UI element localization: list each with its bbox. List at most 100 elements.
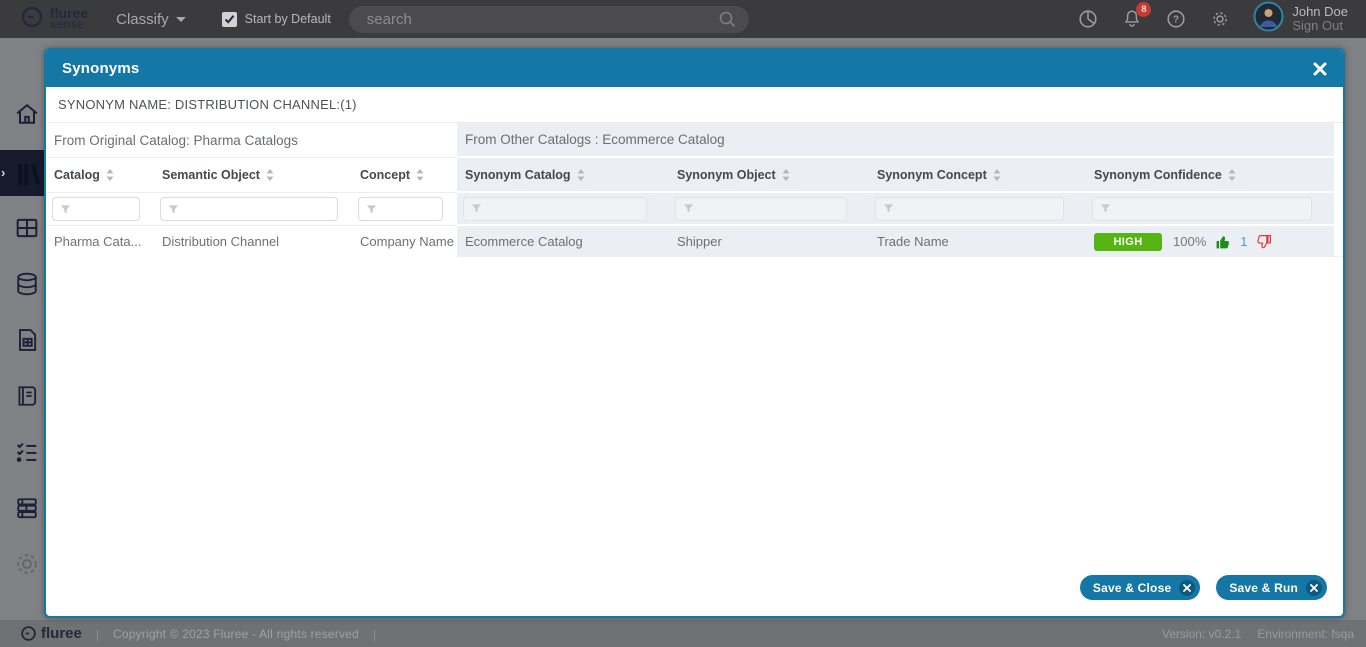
- column-header-semantic-object[interactable]: Semantic Object: [154, 168, 352, 182]
- filter-funnel-icon: [366, 204, 377, 213]
- notifications-bell-icon[interactable]: 8: [1121, 2, 1152, 30]
- database-icon[interactable]: [13, 270, 41, 303]
- grid-icon[interactable]: [13, 214, 41, 247]
- thumbs-up-icon[interactable]: [1215, 234, 1231, 250]
- checkbox-label: Start by Default: [244, 12, 331, 26]
- settings-icon[interactable]: [13, 550, 41, 583]
- svg-text:?: ?: [1173, 15, 1179, 26]
- original-catalog-group-title: From Original Catalog: Pharma Catalogs: [54, 132, 298, 148]
- modal-header: Synonyms: [46, 50, 1343, 87]
- sort-icon: [266, 169, 274, 181]
- footer-brand: fluree: [0, 625, 82, 642]
- catalogs-icon[interactable]: [13, 159, 43, 194]
- analytics-pie-icon[interactable]: [1077, 8, 1099, 30]
- column-header-catalog[interactable]: Catalog: [46, 168, 154, 182]
- scroll-gutter: [1334, 123, 1343, 257]
- sort-icon: [106, 169, 114, 181]
- filter-synonym-catalog[interactable]: [463, 196, 647, 221]
- user-name-block: John Doe Sign Out: [1292, 5, 1348, 33]
- modal-title: Synonyms: [62, 60, 140, 77]
- save-run-button[interactable]: Save & Run: [1216, 575, 1327, 600]
- footer-brand-text: fluree: [41, 625, 82, 642]
- filter-semantic-object[interactable]: [160, 197, 338, 221]
- avatar[interactable]: [1253, 1, 1284, 37]
- filter-funnel-icon: [471, 204, 482, 213]
- close-icon[interactable]: [1313, 62, 1343, 76]
- filter-funnel-icon: [60, 204, 71, 213]
- filter-synonym-confidence[interactable]: [1092, 196, 1312, 221]
- footer-version: Version: v0.2.1: [1161, 626, 1242, 641]
- footer-divider: |: [95, 626, 99, 641]
- home-icon[interactable]: [13, 100, 41, 133]
- sort-icon: [577, 168, 584, 181]
- brand-text: fluree sense: [50, 5, 89, 31]
- top-icons: 8 ? John Doe Sign Out: [1077, 1, 1366, 37]
- chevron-down-icon: [175, 16, 186, 22]
- cell-synonym-concept: Trade Name: [877, 234, 949, 249]
- nav-classify-dropdown[interactable]: Classify: [116, 11, 186, 28]
- column-header-synonym-confidence[interactable]: Synonym Confidence: [1086, 168, 1334, 182]
- sort-icon: [782, 168, 790, 181]
- brand-line2: sense: [50, 17, 85, 31]
- cell-catalog: Pharma Cata...: [54, 234, 142, 249]
- sort-icon: [1228, 168, 1236, 181]
- thumbs-down-icon[interactable]: [1256, 234, 1272, 250]
- column-header-concept[interactable]: Concept: [352, 168, 457, 182]
- original-catalog-panel: From Original Catalog: Pharma Catalogs C…: [46, 123, 457, 257]
- column-header-synonym-catalog[interactable]: Synonym Catalog: [457, 168, 669, 182]
- cell-synonym-object: Shipper: [677, 234, 722, 249]
- start-by-default-checkbox[interactable]: Start by Default: [221, 11, 331, 27]
- checkbox-checked-icon[interactable]: [221, 11, 237, 27]
- save-close-button[interactable]: Save & Close: [1079, 575, 1201, 600]
- file-report-icon[interactable]: [13, 326, 41, 359]
- table-row: Pharma Cata... Distribution Channel Comp…: [46, 226, 457, 257]
- footer-divider: |: [372, 626, 377, 641]
- confidence-percent: 100%: [1173, 234, 1207, 249]
- synonyms-modal: Synonyms SYNONYM NAME: DISTRIBUTION CHAN…: [44, 48, 1345, 618]
- column-header-synonym-concept[interactable]: Synonym Concept: [869, 168, 1086, 182]
- brand-line1: fluree: [50, 5, 89, 21]
- fluree-footer-logo-icon: [21, 626, 36, 641]
- synonyms-table: From Original Catalog: Pharma Catalogs C…: [46, 123, 1343, 257]
- button-close-icon: [1179, 579, 1196, 596]
- sign-out-link[interactable]: Sign Out: [1292, 18, 1343, 33]
- search-icon: [718, 10, 737, 34]
- brand-logo[interactable]: fluree sense: [0, 5, 88, 34]
- filter-funnel-icon: [1100, 204, 1111, 213]
- notification-badge: 8: [1136, 2, 1152, 17]
- cell-semantic-object: Distribution Channel: [162, 234, 280, 249]
- fluree-logo-icon: [20, 5, 44, 34]
- filter-synonym-concept[interactable]: [875, 196, 1064, 221]
- sort-icon: [993, 168, 1001, 181]
- footer-meta: Version: v0.2.1 Environment: fsqa: [1162, 627, 1366, 641]
- button-close-icon: [1306, 579, 1322, 596]
- tasks-icon[interactable]: [13, 438, 41, 471]
- filter-catalog[interactable]: [52, 197, 140, 221]
- confidence-badge: HIGH: [1094, 232, 1162, 251]
- column-header-synonym-object[interactable]: Synonym Object: [669, 168, 869, 182]
- search-input[interactable]: [348, 10, 749, 28]
- user-name: John Doe: [1292, 4, 1348, 19]
- filter-synonym-object[interactable]: [675, 196, 847, 221]
- nav-classify-label: Classify: [116, 10, 169, 28]
- sidebar-expand-icon[interactable]: ›: [1, 165, 6, 180]
- filter-concept[interactable]: [358, 197, 443, 221]
- search-box[interactable]: [348, 5, 749, 34]
- thumbs-up-count: 1: [1240, 234, 1248, 249]
- filter-funnel-icon: [683, 204, 694, 213]
- other-catalogs-group-title: From Other Catalogs : Ecommerce Catalog: [465, 132, 725, 147]
- ledger-icon[interactable]: [13, 382, 41, 415]
- help-icon[interactable]: ?: [1165, 8, 1187, 30]
- synonym-name-label: SYNONYM NAME: DISTRIBUTION CHANNEL:(1): [46, 87, 1343, 123]
- settings-gear-icon[interactable]: [1209, 8, 1231, 30]
- modal-actions: Save & Close Save & Run: [1079, 575, 1327, 600]
- filter-funnel-icon: [883, 204, 894, 213]
- top-bar: fluree sense Classify Start by Default: [0, 0, 1366, 38]
- footer-environment: Environment: fsqa: [1257, 626, 1354, 641]
- servers-icon[interactable]: [13, 494, 41, 527]
- cell-synonym-confidence: HIGH 100% 1: [1086, 232, 1334, 251]
- sort-icon: [416, 169, 424, 181]
- user-menu[interactable]: John Doe Sign Out: [1253, 1, 1348, 37]
- cell-synonym-catalog: Ecommerce Catalog: [465, 234, 583, 249]
